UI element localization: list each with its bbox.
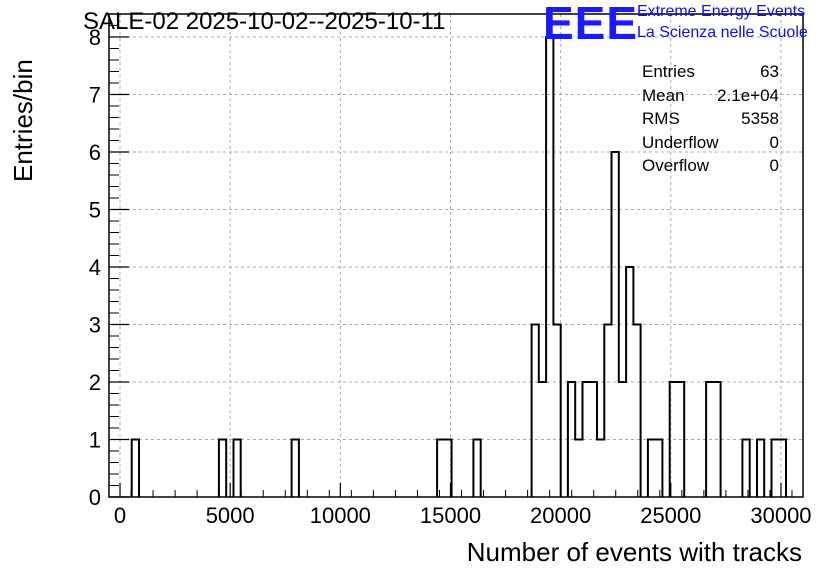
stat-value: 5358 <box>741 109 779 128</box>
stat-value: 63 <box>760 62 779 81</box>
y-tick-label: 3 <box>89 313 101 338</box>
stat-mean: Mean 2.1e+04 <box>642 84 779 108</box>
x-tick-label: 0 <box>114 503 126 528</box>
x-tick-label: 10000 <box>310 503 371 528</box>
stat-overflow: Overflow 0 <box>642 154 779 178</box>
x-tick-label: 15000 <box>420 503 481 528</box>
grid-lines <box>109 14 803 497</box>
logo-text-line1: Extreme Energy Events <box>637 3 806 20</box>
x-axis-label: Number of events with tracks <box>466 537 802 567</box>
axis-ticks: 0 5000 10000 15000 20000 25000 30000 0 1 2 3 4 5 6 7 8 <box>89 25 812 528</box>
stat-value: 0 <box>769 132 779 152</box>
y-tick-label: 0 <box>89 485 101 510</box>
x-tick-label: 30000 <box>750 503 811 528</box>
stat-entries: Entries 63 <box>642 60 779 84</box>
y-tick-label: 5 <box>89 198 101 223</box>
stat-label: Underflow <box>642 132 719 152</box>
stat-rms: RMS 5358 <box>642 107 779 131</box>
stat-label: RMS <box>642 109 680 128</box>
y-tick-label: 4 <box>89 255 101 280</box>
y-tick-label: 1 <box>89 428 101 453</box>
y-tick-label: 8 <box>89 25 101 50</box>
histogram-outline <box>130 36 787 497</box>
eee-logo: EEE <box>543 0 639 49</box>
x-tick-label: 20000 <box>530 503 591 528</box>
chart-title: SALE-02 2025-10-02--2025-10-11 <box>83 8 446 35</box>
stat-value: 0 <box>769 156 779 175</box>
x-tick-label: 25000 <box>640 503 701 528</box>
y-tick-label: 2 <box>89 370 101 395</box>
stat-underflow: Underflow 0 <box>642 131 779 155</box>
x-tick-label: 5000 <box>206 503 255 528</box>
stat-label: Mean <box>642 85 685 105</box>
stat-value: 2.1e+04 <box>717 85 779 105</box>
stat-label: Entries <box>642 62 695 81</box>
y-tick-label: 7 <box>89 83 101 108</box>
y-axis-label: Entries/bin <box>8 59 38 182</box>
stats-box: Entries 63 Mean 2.1e+04 RMS 5358 Underfl… <box>642 60 779 178</box>
stat-label: Overflow <box>642 156 710 175</box>
logo-text-line2: La Scienza nelle Scuole <box>637 24 808 41</box>
y-tick-label: 6 <box>89 140 101 165</box>
